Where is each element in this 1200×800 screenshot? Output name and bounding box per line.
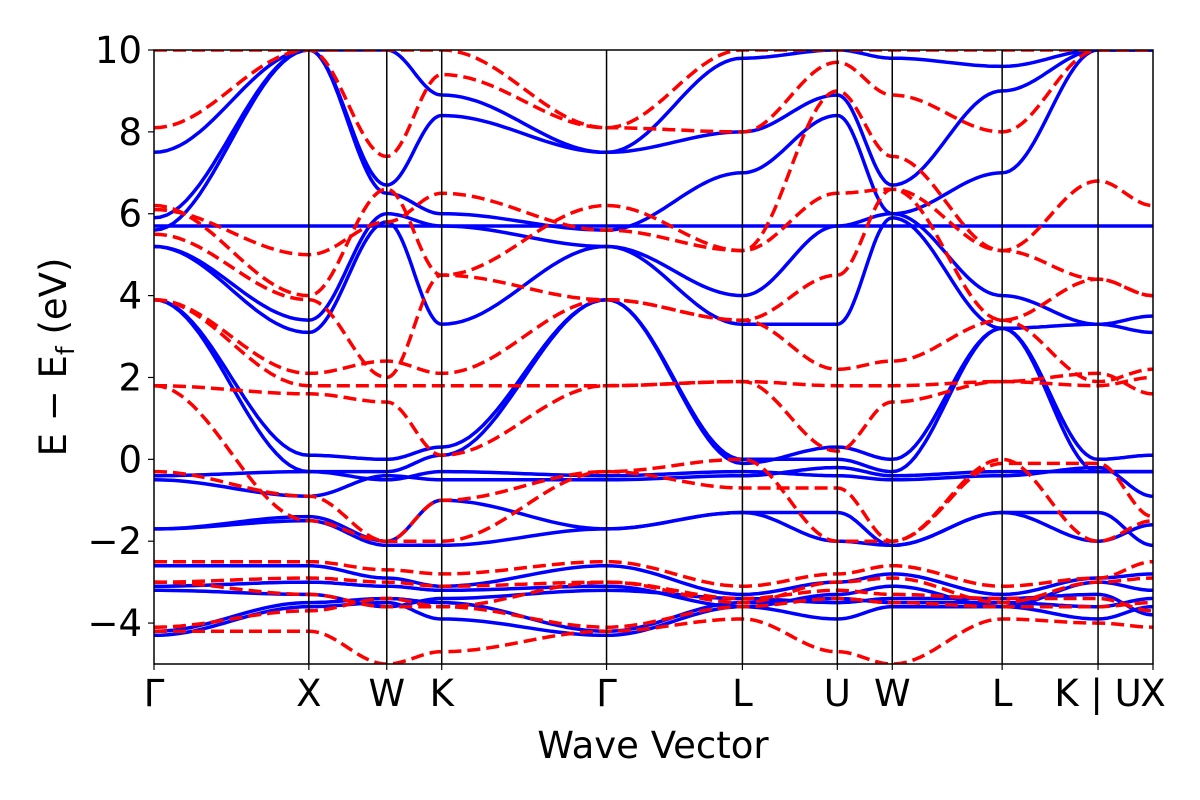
plot-bands [154, 50, 1153, 664]
kpoint-lines [308, 50, 1099, 664]
y-tick-label: 0 [118, 438, 142, 481]
x-tick-label: K | U [1054, 672, 1141, 715]
x-tick-label: K [430, 672, 456, 715]
x-tick-label: X [296, 672, 321, 715]
band-dashed-12 [154, 89, 1153, 298]
y-tick-label: −2 [87, 520, 142, 563]
y-tick-label: 2 [118, 356, 142, 399]
x-tick-label: Γ [596, 672, 617, 715]
band-solid-14 [154, 50, 1153, 232]
y-axis-title-unit: (eV) [32, 258, 75, 347]
y-tick-label: 8 [118, 111, 142, 154]
plot-frame [153, 49, 1154, 665]
y-tick-label: 6 [118, 193, 142, 236]
y-tick-label: 10 [95, 29, 142, 72]
band-solid-6 [154, 498, 1153, 548]
band-dashed-0 [154, 617, 1153, 664]
y-axis-title-main: E − E [32, 355, 75, 456]
x-axis-title: Wave Vector [537, 724, 769, 767]
y-axis-title-subscript: f [51, 345, 80, 355]
band-dashed-5 [154, 457, 1153, 543]
y-axis-title: E − Ef (eV) [32, 258, 80, 457]
x-tick-label: W [874, 672, 911, 715]
y-tick-label: −4 [87, 602, 142, 645]
x-tick-label: X [1140, 672, 1165, 715]
band-solid-11 [154, 216, 1153, 335]
band-dashed-11 [154, 187, 1153, 298]
band-solid-15 [154, 50, 1153, 220]
x-tick-label: W [368, 672, 405, 715]
x-tick-label: U [824, 672, 851, 715]
y-tick-label: 4 [118, 275, 142, 318]
x-tick-label: L [992, 672, 1013, 715]
x-tick-label: L [732, 672, 753, 715]
band-dashed-14 [154, 50, 1153, 130]
series-solid [154, 50, 1153, 638]
band-solid-16 [154, 50, 1153, 155]
y-axis-ticks: −4 −2 0 2 4 6 8 10 [87, 29, 154, 645]
x-tick-label: Γ [144, 672, 165, 715]
